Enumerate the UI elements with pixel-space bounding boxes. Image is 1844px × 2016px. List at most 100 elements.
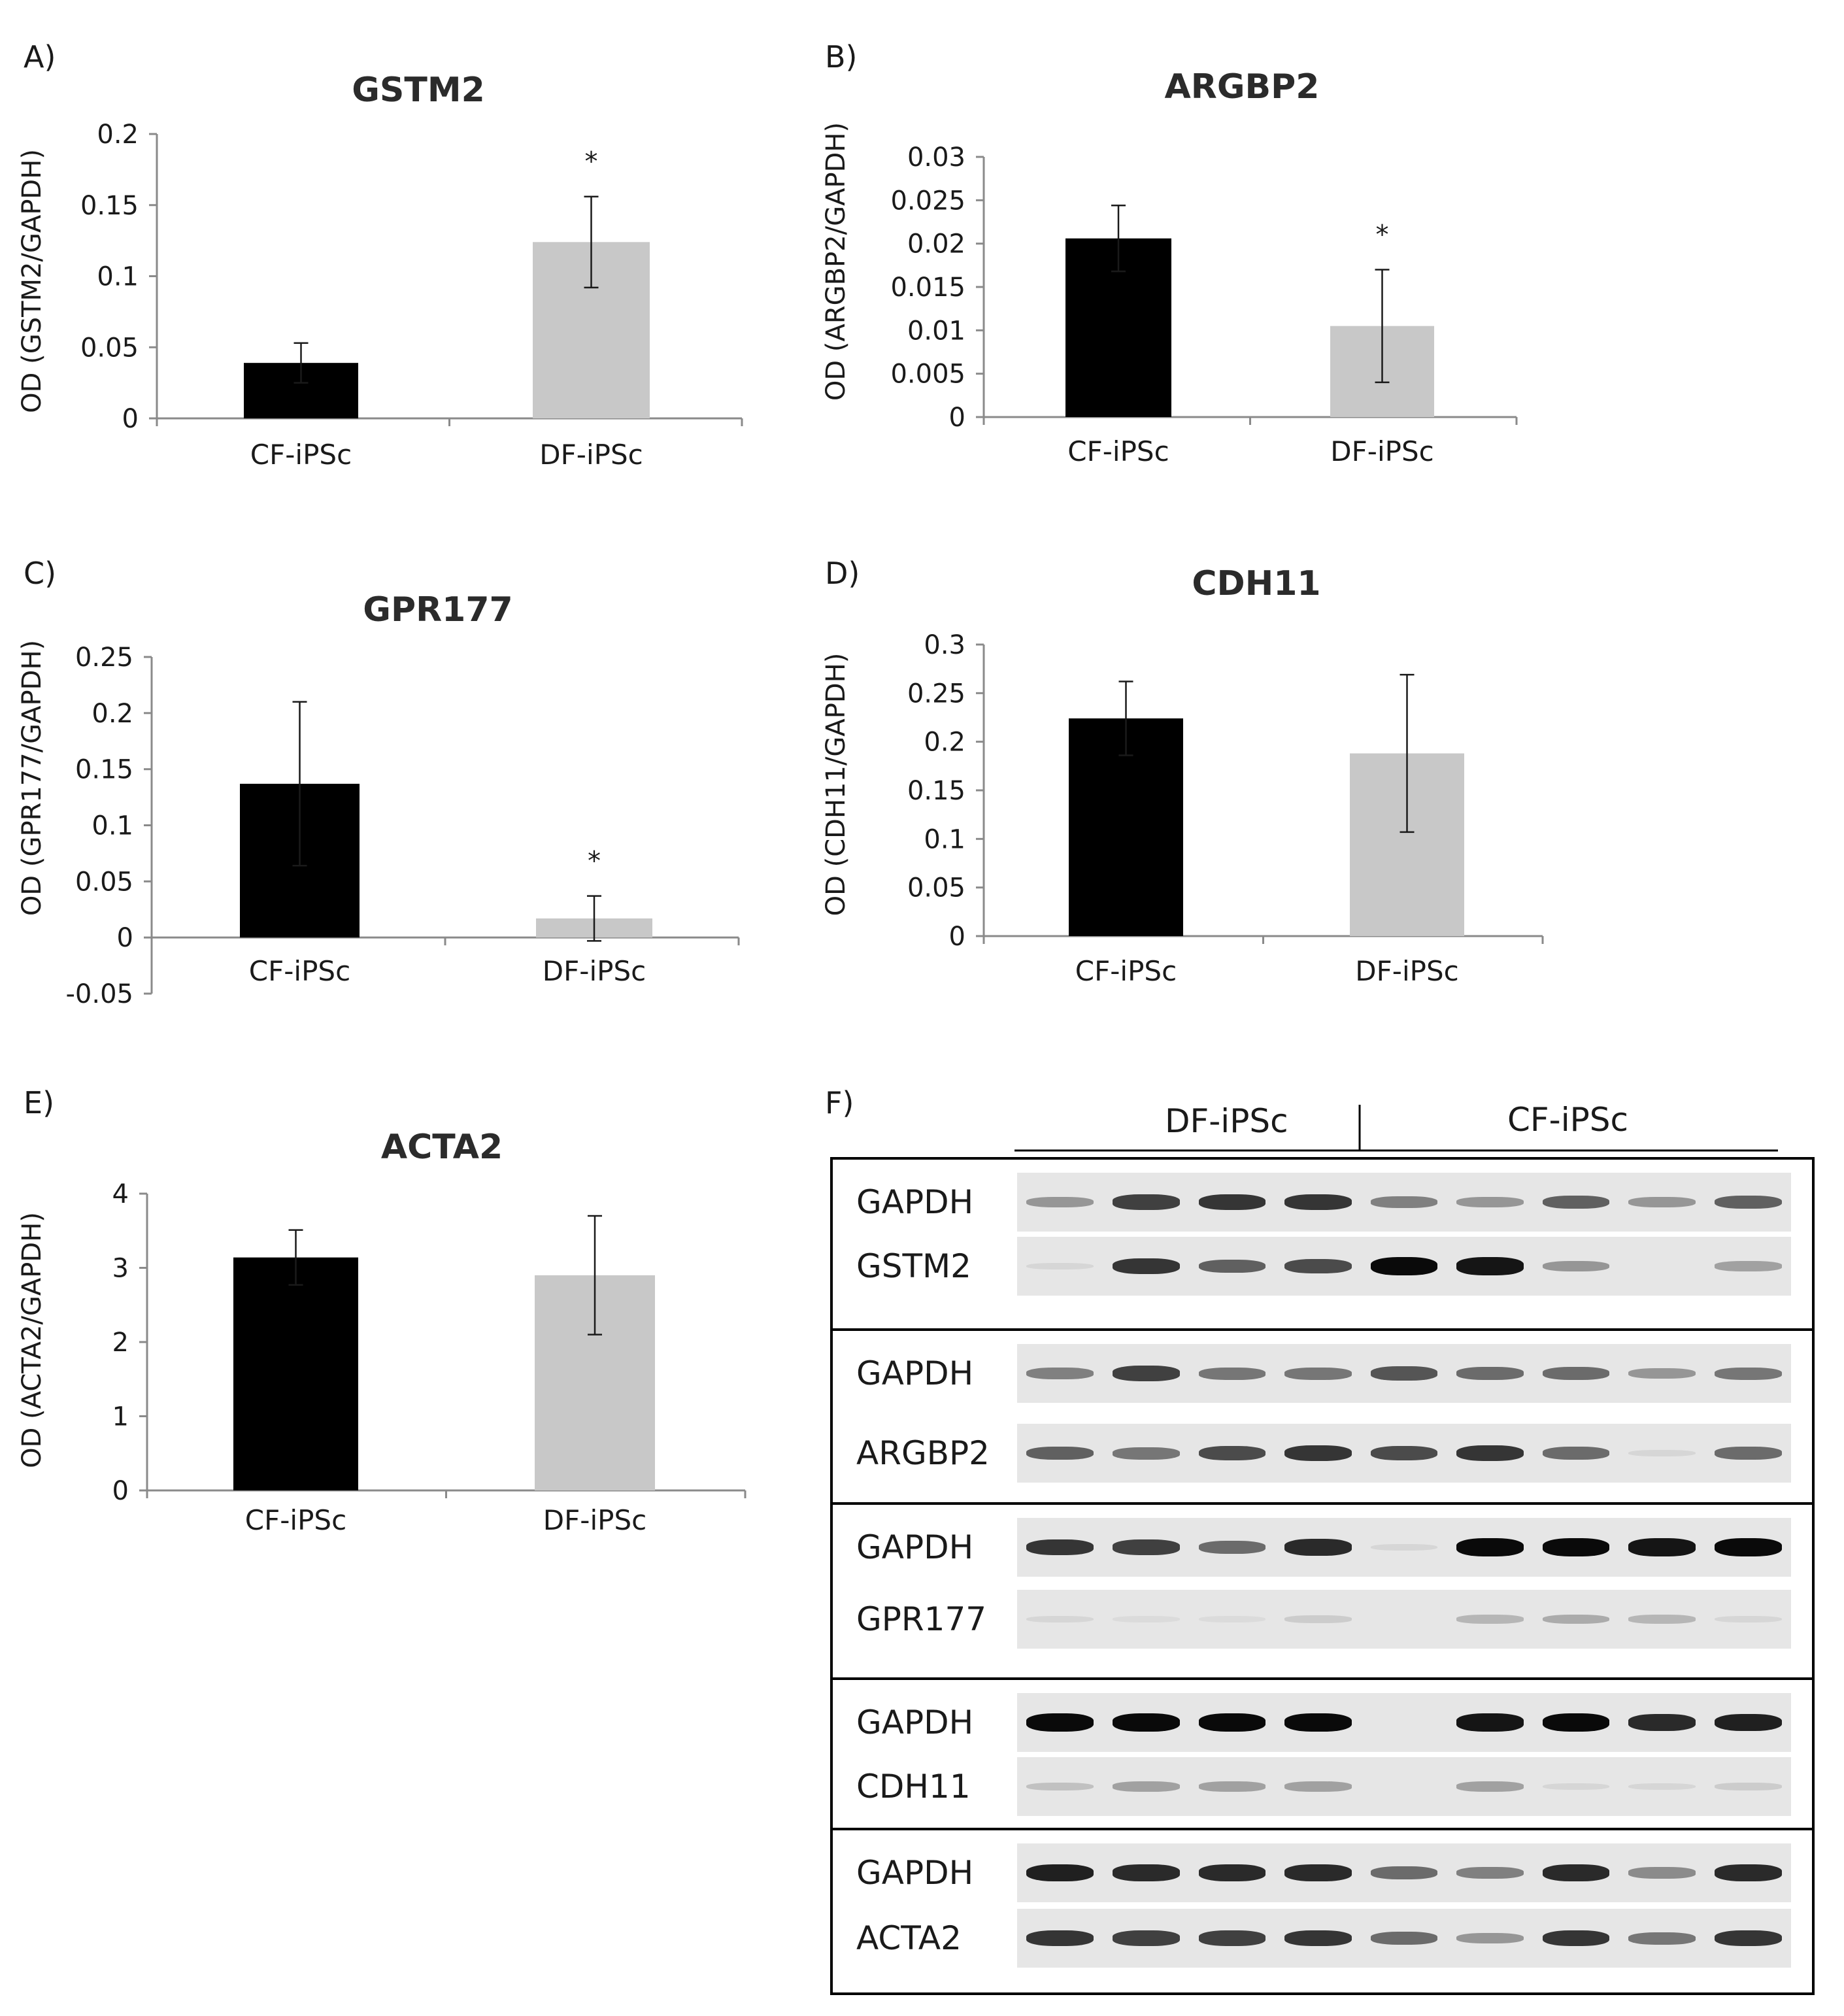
blot-band <box>1456 1615 1524 1624</box>
blot-strip <box>1017 1590 1791 1649</box>
y-tick-label: 0.05 <box>80 333 139 363</box>
group-label-df: DF-iPSc <box>1165 1102 1288 1140</box>
blot-row-label: GSTM2 <box>856 1247 971 1285</box>
blot-band <box>1026 1196 1094 1208</box>
x-category-label: CF-iPSc <box>250 439 352 471</box>
x-category-label: CF-iPSc <box>245 1504 346 1536</box>
panel-letter-c: C) <box>24 556 57 591</box>
y-tick-label: 0.15 <box>75 755 133 785</box>
blot-band <box>1198 1445 1266 1461</box>
y-tick-label: 0.15 <box>80 191 139 221</box>
blot-band <box>1542 1864 1610 1881</box>
blot-band <box>1198 1541 1266 1554</box>
blot-band <box>1542 1713 1610 1732</box>
x-category-label: DF-iPSc <box>1355 955 1458 987</box>
chart-title: GPR177 <box>363 590 512 630</box>
blot-band <box>1628 1538 1696 1556</box>
blot-band <box>1026 1864 1094 1882</box>
y-tick-label: 0.01 <box>907 316 965 346</box>
significance-star: * <box>585 147 598 177</box>
blot-band <box>1284 1539 1352 1556</box>
blot-band <box>1628 1368 1696 1379</box>
blot-band <box>1542 1367 1610 1380</box>
blot-band <box>1026 1930 1094 1947</box>
blot-band <box>1456 1932 1524 1944</box>
blot-strip <box>1017 1757 1791 1816</box>
bar-cf-ipsc <box>233 1257 358 1490</box>
panel-letter-b: B) <box>825 39 858 75</box>
y-tick-label: 0.03 <box>907 143 965 173</box>
blot-band <box>1456 1196 1524 1208</box>
blot-row-label: CDH11 <box>856 1768 971 1806</box>
blot-band <box>1026 1615 1094 1623</box>
blot-band <box>1542 1930 1610 1947</box>
x-category-label: DF-iPSc <box>539 439 643 471</box>
y-tick-label: -0.05 <box>66 979 134 1009</box>
y-tick-label: 0.02 <box>907 229 965 260</box>
blot-band <box>1026 1782 1094 1791</box>
x-category-label: DF-iPSc <box>543 1504 646 1536</box>
y-tick-label: 0 <box>949 403 965 433</box>
y-tick-label: 0.1 <box>92 811 133 841</box>
blot-row-label: GAPDH <box>856 1354 974 1392</box>
blot-band <box>1628 1714 1696 1731</box>
y-axis-label: OD (GSTM2/GAPDH) <box>17 149 47 413</box>
blot-row: GAPDH <box>833 1344 1812 1409</box>
blot-row: GAPDH <box>833 1843 1812 1909</box>
blot-row: GPR177 <box>833 1590 1812 1655</box>
blot-row: GAPDH <box>833 1693 1812 1758</box>
y-tick-label: 0 <box>117 923 133 953</box>
blot-band <box>1714 1447 1782 1460</box>
blot-band <box>1113 1539 1180 1555</box>
blot-band <box>1198 1781 1266 1792</box>
blot-band <box>1284 1445 1352 1462</box>
y-tick-label: 0.2 <box>92 699 133 729</box>
blot-band <box>1714 1930 1782 1947</box>
y-tick-label: 0.1 <box>924 824 965 854</box>
y-tick-label: 0 <box>949 922 965 952</box>
blot-row-label: GPR177 <box>856 1600 987 1638</box>
blot-band <box>1542 1614 1610 1624</box>
blot-band <box>1370 1196 1438 1209</box>
significance-star: * <box>588 847 601 877</box>
blot-band <box>1113 1615 1180 1623</box>
blot-row: GAPDH <box>833 1518 1812 1583</box>
blot-strip <box>1017 1173 1791 1232</box>
blot-row-label: ARGBP2 <box>856 1434 990 1472</box>
blot-band <box>1456 1781 1524 1792</box>
blot-row-label: GAPDH <box>856 1854 974 1892</box>
y-tick-label: 0.3 <box>924 630 965 660</box>
blot-band <box>1284 1713 1352 1732</box>
blot-strip <box>1017 1344 1791 1403</box>
x-category-label: DF-iPSc <box>1330 435 1433 467</box>
blot-band <box>1370 1366 1438 1381</box>
blot-row: ARGBP2 <box>833 1424 1812 1489</box>
y-axis-label: OD (GPR177/GAPDH) <box>17 640 47 916</box>
blot-band <box>1284 1367 1352 1380</box>
blot-band <box>1542 1260 1610 1272</box>
blot-band <box>1542 1195 1610 1209</box>
blot-row: GAPDH <box>833 1173 1812 1238</box>
blot-band <box>1113 1194 1180 1210</box>
blot-row: ACTA2 <box>833 1909 1812 1974</box>
y-axis-label: OD (ACTA2/GAPDH) <box>17 1212 47 1468</box>
blot-band <box>1284 1194 1352 1211</box>
blot-strip <box>1017 1518 1791 1577</box>
blot-band <box>1113 1864 1180 1881</box>
blot-band <box>1198 1864 1266 1881</box>
chart-title: CDH11 <box>1192 564 1320 603</box>
blot-band <box>1456 1713 1524 1732</box>
blot-band <box>1113 1258 1180 1275</box>
group-brackets <box>1014 1105 1778 1152</box>
x-category-label: CF-iPSc <box>1067 435 1169 467</box>
blot-band <box>1026 1539 1094 1556</box>
blot-band <box>1370 1445 1438 1461</box>
y-tick-label: 0 <box>112 1476 129 1506</box>
y-tick-label: 0.2 <box>924 728 965 758</box>
blot-band <box>1198 1713 1266 1732</box>
significance-star: * <box>1376 220 1389 250</box>
blot-band <box>1026 1713 1094 1732</box>
blot-band <box>1198 1194 1266 1211</box>
blot-strip <box>1017 1424 1791 1483</box>
chart-title: ACTA2 <box>381 1128 503 1167</box>
